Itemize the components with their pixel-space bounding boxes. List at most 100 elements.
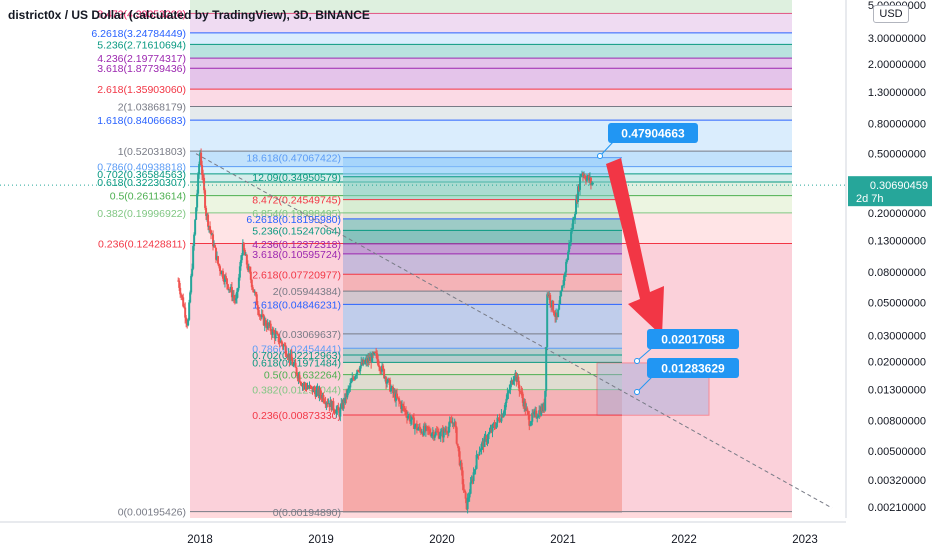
- callout-box: [647, 358, 739, 378]
- candle-body: [274, 333, 277, 339]
- candle-body: [460, 462, 463, 471]
- candle-body: [462, 484, 465, 490]
- fib-right-band: [343, 362, 622, 375]
- candle-body: [583, 175, 586, 179]
- candle-body: [358, 371, 361, 373]
- candle-body: [342, 399, 345, 409]
- candle-body: [565, 261, 568, 273]
- candle-body: [349, 383, 352, 388]
- candle-body: [461, 470, 464, 485]
- time-tick-label: 2020: [429, 534, 455, 546]
- fib-left-band: [190, 0, 792, 14]
- candle-body: [563, 275, 566, 286]
- candle-body: [412, 417, 415, 429]
- candle-body: [347, 388, 350, 391]
- candle-body: [549, 294, 552, 304]
- candle-body: [398, 398, 401, 402]
- candle-body: [566, 259, 569, 262]
- callout-label: 0.47904663: [621, 127, 685, 141]
- candle-body: [284, 345, 287, 355]
- candle-body: [385, 377, 388, 384]
- candle-body: [292, 364, 295, 366]
- candle-body: [248, 267, 251, 272]
- fib-left-label: 0.236(0.12428811): [98, 239, 186, 251]
- candle-body: [272, 329, 275, 333]
- candle-body: [504, 402, 507, 410]
- candle-body: [322, 395, 325, 402]
- fib-left-label: 5.236(2.71610694): [97, 39, 186, 51]
- candle-body: [537, 416, 540, 418]
- candle-body: [502, 413, 505, 418]
- candle-body: [359, 366, 362, 372]
- callout-box: [647, 329, 739, 349]
- fib-right-label: 1.618(0.04846231): [252, 299, 341, 311]
- fib-right-band: [343, 230, 622, 244]
- fib-left-label: 2.618(1.35903060): [97, 84, 186, 96]
- candle-body: [426, 426, 429, 430]
- candle-body: [521, 391, 524, 399]
- fib-left-label: 4.236(2.19774317): [97, 53, 186, 65]
- fib-left-band: [190, 44, 792, 59]
- candle-body: [214, 245, 217, 248]
- fib-right-band: [343, 176, 622, 200]
- fib-left-band: [190, 89, 792, 107]
- candle-body: [383, 369, 386, 378]
- candle-body: [348, 387, 351, 389]
- candle-body: [357, 370, 360, 372]
- price-tick-label: 0.02000000: [868, 356, 926, 368]
- candle-body: [497, 417, 500, 419]
- candle-body: [512, 380, 515, 385]
- candle-body: [454, 422, 457, 428]
- callout-leader: [636, 346, 654, 362]
- candle-body: [290, 354, 293, 361]
- candle-body: [469, 482, 472, 494]
- candle-body: [535, 410, 538, 418]
- fib-right-band: [343, 374, 622, 390]
- last-price-time: 2d 7h: [856, 193, 884, 205]
- candle-body: [309, 385, 312, 387]
- fib-right-label: 5.236(0.15247064): [252, 225, 341, 237]
- candle-body: [184, 307, 187, 318]
- candle-body: [528, 415, 531, 426]
- candle-body: [313, 388, 316, 391]
- candles: [177, 148, 594, 514]
- candle-body: [252, 289, 255, 293]
- price-tick-label: 0.00320000: [868, 475, 926, 487]
- candle-body: [388, 378, 391, 380]
- fib-left-label: 0.702(0.36584563): [97, 169, 186, 181]
- candle-body: [564, 272, 567, 276]
- candle-body: [472, 472, 475, 482]
- fib-right-label: 0.382(0.01293044): [252, 385, 341, 397]
- candle-body: [212, 234, 215, 247]
- candle-body: [249, 271, 252, 280]
- candle-body: [239, 260, 242, 267]
- candle-body: [544, 390, 547, 411]
- candle-body: [477, 454, 480, 456]
- candle-body: [488, 431, 491, 434]
- candle-body: [432, 432, 435, 438]
- candle-body: [237, 277, 240, 289]
- fib-right-label: 0(0.00194890): [273, 507, 341, 519]
- candle-body: [355, 374, 358, 377]
- fib-left-label: 1(0.52031803): [118, 146, 186, 158]
- candle-body: [280, 340, 283, 344]
- fib-right-label: 0.5(0.01632264): [264, 370, 341, 382]
- callout-leader: [599, 140, 615, 157]
- candle-body: [389, 379, 392, 392]
- candle-body: [468, 493, 471, 498]
- currency-button[interactable]: USD: [873, 5, 909, 23]
- candle-body: [475, 454, 478, 469]
- price-tick-label: 3.00000000: [868, 33, 926, 45]
- price-tick-label: 0.50000000: [868, 149, 926, 161]
- candle-body: [392, 386, 395, 394]
- candle-body: [382, 365, 385, 370]
- candle-body: [562, 285, 565, 287]
- callout-anchor: [634, 389, 640, 395]
- candle-body: [409, 419, 412, 422]
- fib-right-label: 1(0.03069637): [273, 329, 341, 341]
- fib-right-band: [343, 243, 622, 254]
- candle-body: [445, 430, 448, 433]
- candle-body: [458, 451, 461, 466]
- fib-right-band: [343, 414, 622, 512]
